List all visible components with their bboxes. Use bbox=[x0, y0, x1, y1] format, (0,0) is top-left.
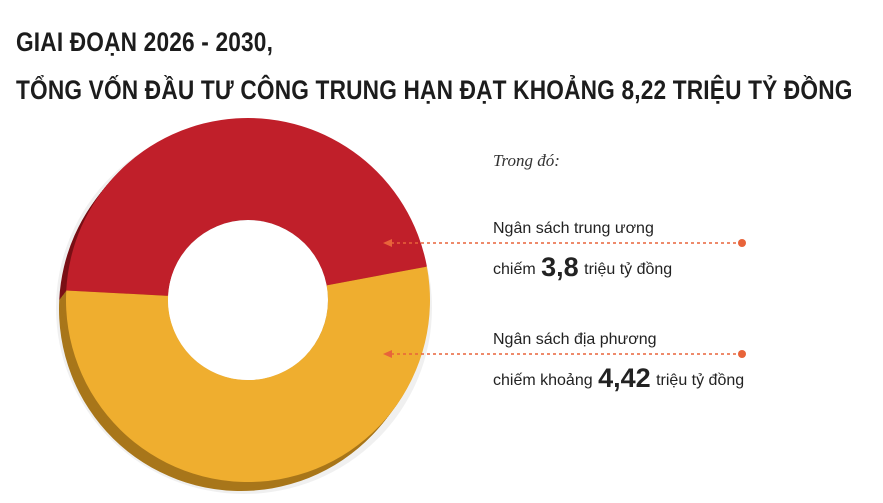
callout-central-value: 3,8 bbox=[541, 252, 579, 282]
donut-hole bbox=[168, 220, 328, 380]
callout-local-value: 4,42 bbox=[598, 363, 651, 393]
callout-central-budget: Ngân sách trung ương chiếm 3,8 triệu tỷ … bbox=[493, 218, 672, 285]
leader-dot-central bbox=[738, 239, 746, 247]
leader-dot-local bbox=[738, 350, 746, 358]
page-title: GIAI ĐOẠN 2026 - 2030, TỔNG VỐN ĐẦU TƯ C… bbox=[16, 18, 853, 114]
callout-local-name: Ngân sách địa phương bbox=[493, 331, 657, 348]
note-label: Trong đó: bbox=[493, 151, 560, 170]
donut-slice-central bbox=[66, 118, 427, 296]
leader-arrow-local bbox=[383, 350, 392, 358]
title-line-2: TỔNG VỐN ĐẦU TƯ CÔNG TRUNG HẠN ĐẠT KHOẢN… bbox=[16, 75, 853, 105]
callout-central-prefix: chiếm bbox=[493, 261, 536, 278]
donut-slice-local bbox=[65, 266, 430, 483]
callout-central-unit: triệu tỷ đồng bbox=[584, 261, 673, 278]
callout-local-unit: triệu tỷ đồng bbox=[656, 372, 745, 389]
title-line-1: GIAI ĐOẠN 2026 - 2030, bbox=[16, 27, 274, 57]
callout-central-name: Ngân sách trung ương bbox=[493, 220, 654, 237]
leader-arrow-central bbox=[383, 239, 392, 247]
callout-local-prefix: chiếm khoảng bbox=[493, 372, 593, 389]
callout-local-budget: Ngân sách địa phương chiếm khoảng 4,42 t… bbox=[493, 329, 744, 396]
